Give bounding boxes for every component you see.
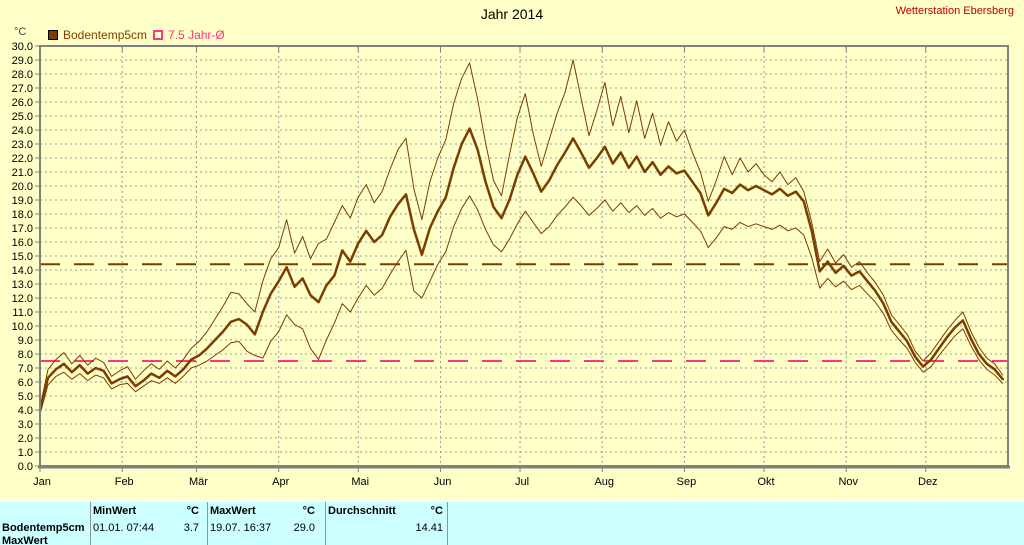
min-temp-value: 3.7 <box>183 521 199 534</box>
y-tick-label: 30.0 <box>12 41 33 53</box>
sensor-name-label: Bodentemp5cm <box>2 521 85 534</box>
clipped-cell-3 <box>325 536 447 545</box>
y-tick-label: 29.0 <box>12 55 33 67</box>
y-tick-label: 2.0 <box>18 433 33 445</box>
month-label: Mär <box>189 476 208 488</box>
month-label: Sep <box>677 476 697 488</box>
statistics-table: MinWert °C MaxWert °C Durchschnitt °C Bo… <box>0 500 1024 545</box>
durchschnitt-unit-label: °C <box>430 504 443 517</box>
y-tick-label: 5.0 <box>18 391 33 403</box>
chart-legend: Bodentemp5cm 7.5 Jahr-Ø <box>48 28 225 42</box>
y-tick-label: 24.0 <box>12 125 33 137</box>
month-label: Okt <box>757 476 774 488</box>
month-label: Jul <box>515 476 529 488</box>
month-label: Nov <box>838 476 858 488</box>
stats-avg-cell: 14.41 <box>325 519 447 536</box>
stats-header-minwert: MinWert °C <box>90 502 207 519</box>
min-datetime-value: 01.01. 07:44 <box>93 521 155 534</box>
clipped-cell-2 <box>207 536 325 545</box>
durchschnitt-header-label: Durchschnitt <box>328 504 396 517</box>
y-tick-label: 8.0 <box>18 349 33 361</box>
stats-header-durchschnitt: Durchschnitt °C <box>325 502 447 519</box>
stats-min-cell: 01.01. 07:44 3.7 <box>90 519 207 536</box>
y-tick-label: 1.0 <box>18 447 33 459</box>
y-tick-label: 12.0 <box>12 293 33 305</box>
y-tick-label: 26.0 <box>12 97 33 109</box>
stats-value-spacer <box>447 519 1024 536</box>
y-tick-label: 3.0 <box>18 419 33 431</box>
legend-bodentemp-label: Bodentemp5cm <box>63 28 148 42</box>
y-tick-label: 6.0 <box>18 377 33 389</box>
legend-jahr-mittel-label: 7.5 Jahr-Ø <box>168 28 225 42</box>
y-tick-label: 27.0 <box>12 83 33 95</box>
month-label: Jun <box>434 476 452 488</box>
month-label: Aug <box>594 476 614 488</box>
minwert-header-label: MinWert <box>93 504 137 517</box>
month-label: Apr <box>272 476 289 488</box>
month-label: Dez <box>918 476 938 488</box>
y-tick-label: 23.0 <box>12 139 33 151</box>
page-title: Jahr 2014 <box>480 6 544 22</box>
y-axis-unit-label: °C <box>14 26 27 38</box>
stats-header-spacer <box>447 502 1024 519</box>
y-tick-label: 16.0 <box>12 237 33 249</box>
maxwert-header-label: MaxWert <box>210 504 256 517</box>
y-tick-label: 0.0 <box>18 461 33 473</box>
y-tick-label: 10.0 <box>12 321 33 333</box>
month-label: Feb <box>115 476 134 488</box>
chart-canvas: 30.0 29.0 28.0 27.0 26.0 25.0 24.0 23.0 22.0 21.0… <box>12 41 1010 488</box>
stats-header-maxwert: MaxWert °C <box>207 502 325 519</box>
bodentemp-series-swatch-icon <box>48 30 58 40</box>
y-tick-label: 17.0 <box>12 223 33 235</box>
jahr-mittel-series-swatch-icon <box>153 30 164 40</box>
y-tick-label: 13.0 <box>12 279 33 291</box>
series-max <box>39 59 1004 408</box>
y-tick-label: 28.0 <box>12 69 33 81</box>
y-tick-label: 19.0 <box>12 195 33 207</box>
y-tick-label: 14.0 <box>12 265 33 277</box>
y-tick-label: 18.0 <box>12 209 33 221</box>
maxwert-unit-label: °C <box>302 504 315 517</box>
y-tick-label: 15.0 <box>12 251 33 263</box>
clipped-cell-4 <box>447 536 1024 545</box>
clipped-row-label: MaxWert <box>2 536 48 545</box>
y-tick-label: 22.0 <box>12 153 33 165</box>
stats-sensor-name: Bodentemp5cm <box>0 519 90 536</box>
y-tick-label: 9.0 <box>18 335 33 347</box>
y-tick-label: 20.0 <box>12 181 33 193</box>
y-tick-label: 7.0 <box>18 363 33 375</box>
legend-item-bodentemp5cm[interactable]: Bodentemp5cm <box>48 28 147 42</box>
max-temp-value: 29.0 <box>293 521 315 534</box>
y-tick-label: 4.0 <box>18 405 33 417</box>
stats-max-cell: 19.07. 16:37 29.0 <box>207 519 325 536</box>
y-tick-label: 21.0 <box>12 167 33 179</box>
y-tick-label: 25.0 <box>12 111 33 123</box>
station-name-label: Wetterstation Ebersberg <box>895 5 1014 17</box>
month-label: Mai <box>351 476 369 488</box>
y-tick-label: 11.0 <box>12 307 33 319</box>
stats-header-empty <box>0 502 90 519</box>
max-datetime-value: 19.07. 16:37 <box>210 521 272 534</box>
month-label: Jan <box>33 476 51 488</box>
avg-temp-value: 14.41 <box>415 521 443 534</box>
series-mean <box>38 127 1004 412</box>
stats-clipped-row-label: MaxWert <box>0 536 90 545</box>
clipped-cell-1 <box>90 536 207 545</box>
legend-item-jahr-mittel[interactable]: 7.5 Jahr-Ø <box>153 28 225 42</box>
series-min <box>39 195 1004 415</box>
minwert-unit-label: °C <box>186 504 199 517</box>
